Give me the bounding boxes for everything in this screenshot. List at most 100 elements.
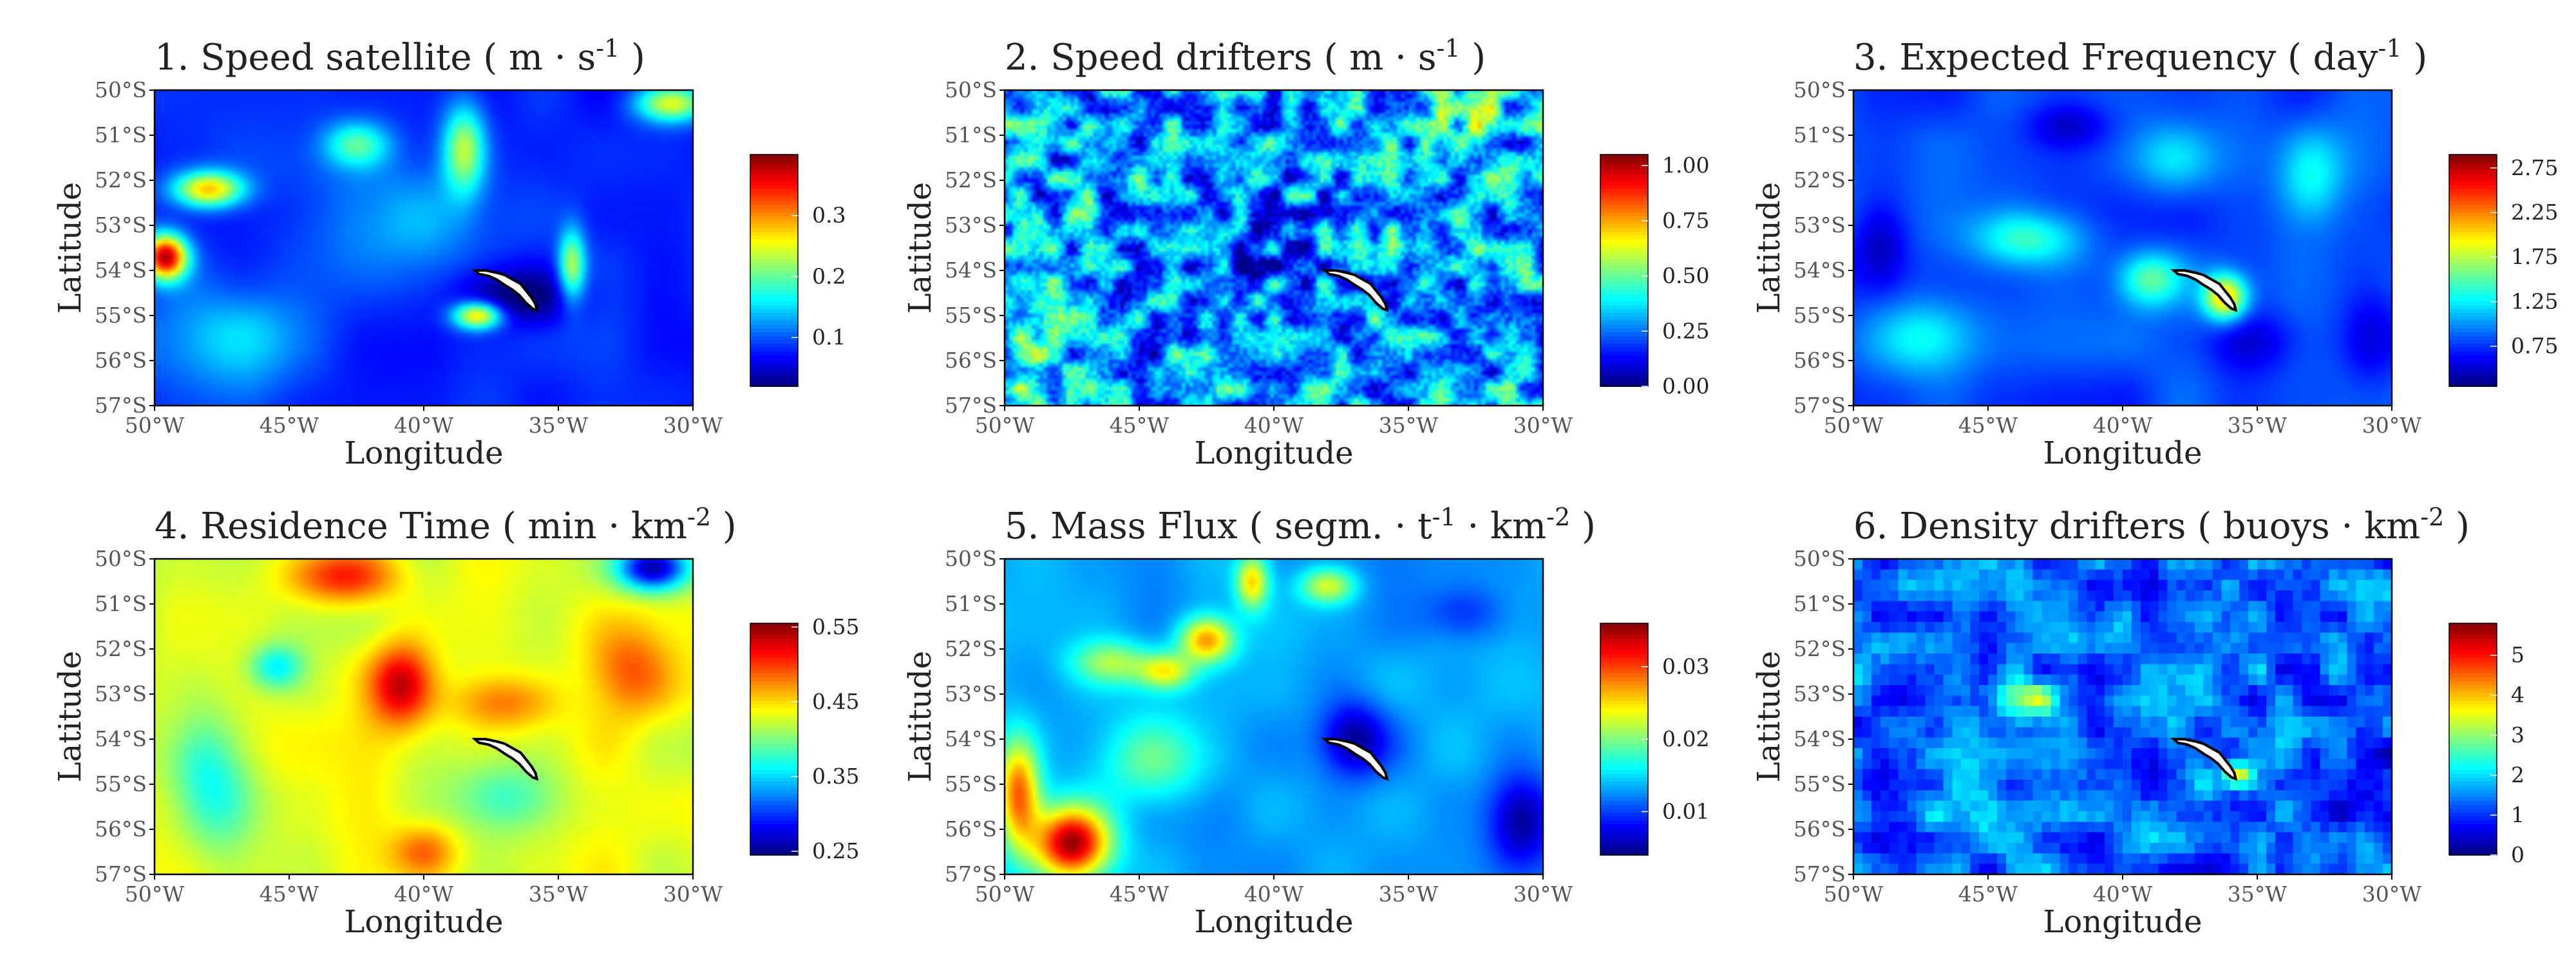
- x-tick-label: 35°W: [1379, 881, 1438, 907]
- colorbar-step: [1600, 178, 1648, 182]
- colorbar-step: [2449, 650, 2497, 655]
- colorbar-frame: [1600, 154, 1649, 387]
- colorbar-step: [750, 305, 798, 310]
- colorbar-frame: [2448, 154, 2497, 387]
- colorbar-step: [750, 158, 798, 163]
- colorbar-step: [750, 778, 798, 782]
- colorbar-step: [1600, 847, 1648, 852]
- heatmap-raster: [155, 559, 693, 874]
- colorbar-step: [750, 382, 798, 387]
- colorbar-step: [2449, 635, 2497, 639]
- colorbar-step: [1600, 728, 1648, 732]
- colorbar-step: [2449, 155, 2497, 159]
- colorbar-step: [1600, 685, 1648, 690]
- colorbar-step: [1600, 282, 1648, 287]
- x-axis-label: Longitude: [1194, 904, 1353, 940]
- y-tick-label: 56°S: [945, 816, 997, 842]
- x-tick-label: 40°W: [2093, 881, 2152, 907]
- colorbar-step: [2449, 805, 2497, 809]
- colorbar-step: [1600, 255, 1648, 259]
- colorbar-step: [2449, 751, 2497, 755]
- x-axis-label: Longitude: [2043, 435, 2202, 471]
- colorbar-step: [1600, 201, 1648, 205]
- colorbar-step: [2449, 724, 2497, 728]
- colorbar-step: [1600, 355, 1648, 360]
- colorbar-step: [1600, 228, 1648, 232]
- colorbar-step: [2449, 321, 2497, 325]
- colorbar-tick-label: 0.75: [2511, 334, 2558, 359]
- colorbar-step: [2449, 847, 2497, 852]
- colorbar-tick-label: 4: [2511, 682, 2524, 708]
- colorbar-step: [1600, 735, 1648, 740]
- colorbar-step: [750, 201, 798, 205]
- x-axis-label: Longitude: [2043, 904, 2202, 940]
- colorbar-step: [1600, 332, 1648, 337]
- colorbar-step: [1600, 816, 1648, 821]
- colorbar-step: [2449, 270, 2497, 275]
- colorbar-step: [2449, 774, 2497, 778]
- colorbar-step: [750, 162, 798, 167]
- colorbar-step: [1600, 321, 1648, 325]
- colorbar-step: [2449, 209, 2497, 213]
- island-shape: [1321, 269, 1389, 312]
- colorbar-step: [750, 344, 798, 348]
- chart-panel-6: 50°W 45°W 40°W 35°W 30°W 50°S 51°S 52°S 53°S 54°S…: [1751, 503, 2524, 940]
- colorbar: 0.00 0.25 0.50 0.75 1.00: [1600, 153, 1709, 399]
- colorbar-step: [1600, 774, 1648, 778]
- colorbar-step: [1600, 650, 1648, 655]
- x-tick-label: 30°W: [663, 881, 723, 907]
- colorbar-step: [750, 155, 798, 159]
- colorbar-step: [1600, 724, 1648, 728]
- colorbar-step: [750, 220, 798, 225]
- island-shape: [2170, 738, 2238, 781]
- colorbar-step: [750, 843, 798, 848]
- y-tick-label: 52°S: [95, 167, 147, 193]
- colorbar-step: [750, 267, 798, 271]
- colorbar-step: [1600, 286, 1648, 290]
- colorbar-step: [1600, 658, 1648, 663]
- colorbar-step: [1600, 348, 1648, 352]
- colorbar-step: [2449, 731, 2497, 736]
- colorbar-step: [750, 232, 798, 236]
- colorbar-tick-label: 2.75: [2511, 155, 2558, 180]
- colorbar-step: [750, 782, 798, 786]
- x-tick-label: 35°W: [2228, 881, 2287, 907]
- colorbar-step: [2449, 689, 2497, 693]
- island-shape: [471, 269, 539, 312]
- colorbar-step: [2449, 309, 2497, 314]
- colorbar-step: [2449, 355, 2497, 360]
- colorbar-step: [750, 847, 798, 852]
- colorbar-step: [1600, 747, 1648, 751]
- colorbar-step: [1600, 782, 1648, 786]
- colorbar-step: [2449, 162, 2497, 167]
- colorbar-step: [750, 816, 798, 821]
- colorbar-step: [2449, 623, 2497, 628]
- colorbar-step: [750, 301, 798, 306]
- y-tick-label: 55°S: [1794, 303, 1846, 328]
- colorbar-step: [750, 716, 798, 720]
- chart-panel-2: 50°W 45°W 40°W 35°W 30°W 50°S 51°S 52°S 53°S 54°S…: [902, 34, 1709, 471]
- x-tick-label: 50°W: [125, 413, 184, 438]
- colorbar-step: [750, 178, 798, 182]
- colorbar-step: [2449, 762, 2497, 767]
- colorbar-step: [1600, 666, 1648, 670]
- colorbar-step: [2449, 643, 2497, 647]
- colorbar-step: [1600, 212, 1648, 217]
- y-axis-label: Latitude: [1751, 182, 1787, 314]
- colorbar-step: [750, 328, 798, 333]
- y-tick-label: 57°S: [945, 393, 997, 418]
- colorbar-step: [750, 809, 798, 813]
- colorbar-step: [750, 355, 798, 360]
- colorbar-tick-label: 0.2: [812, 263, 846, 288]
- colorbar-step: [750, 824, 798, 829]
- colorbar-step: [2449, 325, 2497, 329]
- x-tick-label: 30°W: [1513, 881, 1573, 907]
- x-tick-label: 35°W: [1379, 413, 1438, 438]
- island-shape: [471, 738, 539, 781]
- colorbar-step: [2449, 340, 2497, 344]
- colorbar-step: [750, 666, 798, 670]
- chart-title: 4. Residence Time ( min · km-2 ): [155, 503, 737, 547]
- y-tick-label: 53°S: [1794, 681, 1846, 706]
- colorbar-step: [1600, 270, 1648, 275]
